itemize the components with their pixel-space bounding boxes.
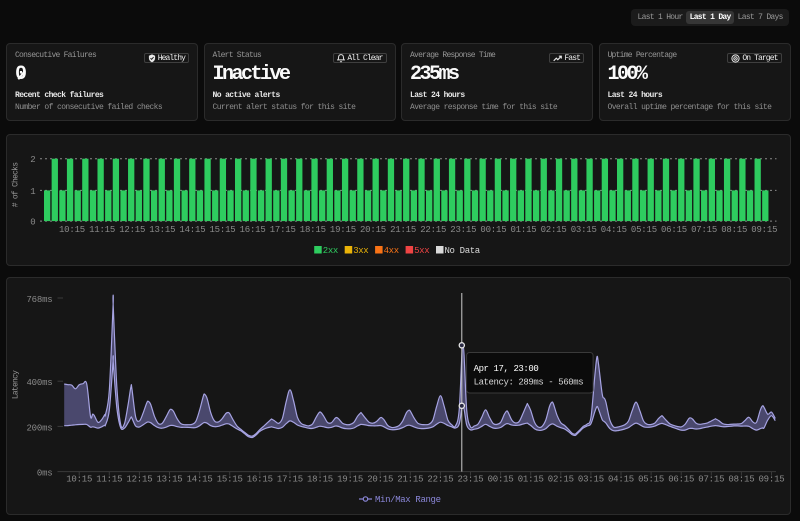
svg-text:11:15: 11:15 xyxy=(96,474,122,484)
svg-text:01:15: 01:15 xyxy=(510,225,536,235)
svg-text:21:15: 21:15 xyxy=(390,225,416,235)
svg-text:2: 2 xyxy=(30,155,35,165)
svg-text:11:15: 11:15 xyxy=(89,225,115,235)
svg-text:Apr 17, 23:00: Apr 17, 23:00 xyxy=(474,364,539,374)
svg-text:Latency: Latency xyxy=(12,370,21,399)
svg-text:21:15: 21:15 xyxy=(397,474,423,484)
svg-text:16:15: 16:15 xyxy=(247,474,273,484)
svg-text:15:15: 15:15 xyxy=(217,474,243,484)
svg-text:2xx: 2xx xyxy=(323,245,338,255)
svg-text:17:15: 17:15 xyxy=(277,474,303,484)
svg-text:200ms: 200ms xyxy=(26,423,52,433)
svg-text:0ms: 0ms xyxy=(37,469,53,479)
svg-text:16:15: 16:15 xyxy=(240,225,266,235)
svg-text:# of Checks: # of Checks xyxy=(12,161,21,207)
svg-text:10:15: 10:15 xyxy=(59,225,85,235)
svg-text:09:15: 09:15 xyxy=(751,225,777,235)
svg-text:00:15: 00:15 xyxy=(480,225,506,235)
svg-text:400ms: 400ms xyxy=(26,378,52,388)
svg-text:3xx: 3xx xyxy=(353,245,368,255)
svg-text:18:15: 18:15 xyxy=(307,474,333,484)
svg-text:09:15: 09:15 xyxy=(758,474,784,484)
svg-text:05:15: 05:15 xyxy=(638,474,664,484)
svg-text:01:15: 01:15 xyxy=(518,474,544,484)
svg-text:00:15: 00:15 xyxy=(488,474,514,484)
svg-text:19:15: 19:15 xyxy=(337,474,363,484)
svg-text:20:15: 20:15 xyxy=(360,225,386,235)
svg-text:12:15: 12:15 xyxy=(119,225,145,235)
svg-text:05:15: 05:15 xyxy=(631,225,657,235)
svg-text:0: 0 xyxy=(30,217,35,227)
svg-text:10:15: 10:15 xyxy=(66,474,92,484)
svg-text:13:15: 13:15 xyxy=(149,225,175,235)
svg-text:No Data: No Data xyxy=(445,245,481,255)
svg-text:Latency: 289ms - 560ms: Latency: 289ms - 560ms xyxy=(474,378,584,388)
svg-text:14:15: 14:15 xyxy=(187,474,213,484)
svg-text:13:15: 13:15 xyxy=(156,474,182,484)
svg-text:06:15: 06:15 xyxy=(668,474,694,484)
svg-text:5xx: 5xx xyxy=(414,245,429,255)
svg-text:23:15: 23:15 xyxy=(450,225,476,235)
svg-text:14:15: 14:15 xyxy=(179,225,205,235)
svg-text:08:15: 08:15 xyxy=(728,474,754,484)
svg-text:17:15: 17:15 xyxy=(270,225,296,235)
svg-text:4xx: 4xx xyxy=(384,245,399,255)
svg-text:22:15: 22:15 xyxy=(427,474,453,484)
svg-text:1: 1 xyxy=(30,186,35,196)
svg-text:768ms: 768ms xyxy=(26,295,52,305)
svg-text:06:15: 06:15 xyxy=(661,225,687,235)
svg-text:18:15: 18:15 xyxy=(300,225,326,235)
svg-text:22:15: 22:15 xyxy=(420,225,446,235)
svg-text:12:15: 12:15 xyxy=(126,474,152,484)
svg-text:20:15: 20:15 xyxy=(367,474,393,484)
svg-text:04:15: 04:15 xyxy=(608,474,634,484)
svg-text:07:15: 07:15 xyxy=(691,225,717,235)
svg-text:23:15: 23:15 xyxy=(457,474,483,484)
svg-text:04:15: 04:15 xyxy=(601,225,627,235)
svg-text:07:15: 07:15 xyxy=(698,474,724,484)
svg-text:02:15: 02:15 xyxy=(541,225,567,235)
svg-text:03:15: 03:15 xyxy=(571,225,597,235)
svg-text:02:15: 02:15 xyxy=(548,474,574,484)
svg-text:03:15: 03:15 xyxy=(578,474,604,484)
svg-text:08:15: 08:15 xyxy=(721,225,747,235)
svg-text:Min/Max Range: Min/Max Range xyxy=(375,495,441,505)
svg-text:15:15: 15:15 xyxy=(209,225,235,235)
svg-text:19:15: 19:15 xyxy=(330,225,356,235)
